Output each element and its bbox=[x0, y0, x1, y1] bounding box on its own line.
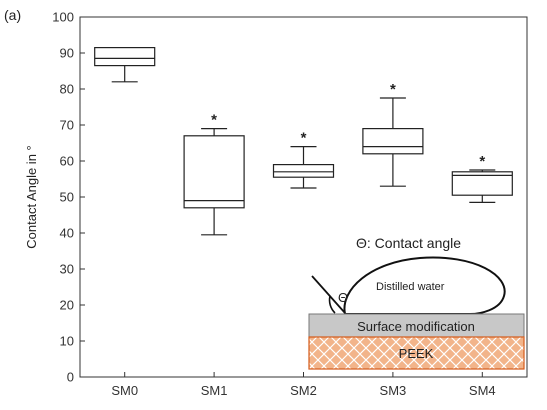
theta-symbol: Θ bbox=[338, 290, 348, 305]
y-tick-label: 100 bbox=[52, 10, 74, 25]
y-tick-label: 80 bbox=[60, 82, 74, 97]
substrate-label: PEEK bbox=[399, 346, 434, 361]
box-sm1: * bbox=[183, 112, 245, 236]
star-marker: * bbox=[479, 153, 485, 170]
y-tick-label: 0 bbox=[67, 370, 74, 385]
y-tick-label: 30 bbox=[60, 262, 74, 277]
box-series: * * * * bbox=[94, 46, 513, 236]
surface-label: Surface modification bbox=[357, 319, 475, 334]
star-marker: * bbox=[301, 130, 307, 147]
star-marker: * bbox=[390, 81, 396, 98]
x-tick-label: SM0 bbox=[111, 383, 138, 398]
angle-arc bbox=[328, 295, 336, 314]
tangent-line bbox=[311, 275, 346, 314]
y-axis-title: Contact Angle in ° bbox=[24, 145, 39, 249]
x-tick-label: SM2 bbox=[290, 383, 317, 398]
droplet-label: Distilled water bbox=[376, 281, 445, 293]
iqr-box bbox=[451, 171, 513, 196]
y-tick-label: 10 bbox=[60, 334, 74, 349]
box-sm0 bbox=[94, 46, 156, 83]
y-tick-label: 50 bbox=[60, 190, 74, 205]
iqr-box bbox=[272, 164, 335, 178]
iqr-box bbox=[94, 46, 156, 67]
box-sm3: * bbox=[362, 81, 424, 187]
x-axis: SM0 SM1 SM2 SM3 SM4 bbox=[111, 372, 496, 398]
iqr-box bbox=[362, 128, 424, 155]
x-tick-label: SM4 bbox=[469, 383, 496, 398]
inset-title: Θ: Contact angle bbox=[356, 235, 461, 251]
y-tick-label: 70 bbox=[60, 118, 74, 133]
water-droplet bbox=[343, 256, 506, 315]
contact-angle-inset: Θ: Contact angle Θ Distilled water Surfa… bbox=[308, 235, 525, 370]
y-tick-label: 60 bbox=[60, 154, 74, 169]
y-axis: 0 10 20 30 40 50 60 70 80 90 100 bbox=[52, 10, 85, 385]
x-tick-label: SM3 bbox=[380, 383, 407, 398]
star-marker: * bbox=[211, 112, 217, 129]
y-tick-label: 20 bbox=[60, 298, 74, 313]
x-tick-label: SM1 bbox=[201, 383, 228, 398]
panel-label: (a) bbox=[4, 7, 21, 23]
y-tick-label: 90 bbox=[60, 46, 74, 61]
box-sm4: * bbox=[451, 153, 513, 203]
iqr-box bbox=[183, 135, 245, 209]
peek-substrate bbox=[308, 336, 525, 370]
y-tick-label: 40 bbox=[60, 226, 74, 241]
box-sm2: * bbox=[272, 130, 335, 189]
